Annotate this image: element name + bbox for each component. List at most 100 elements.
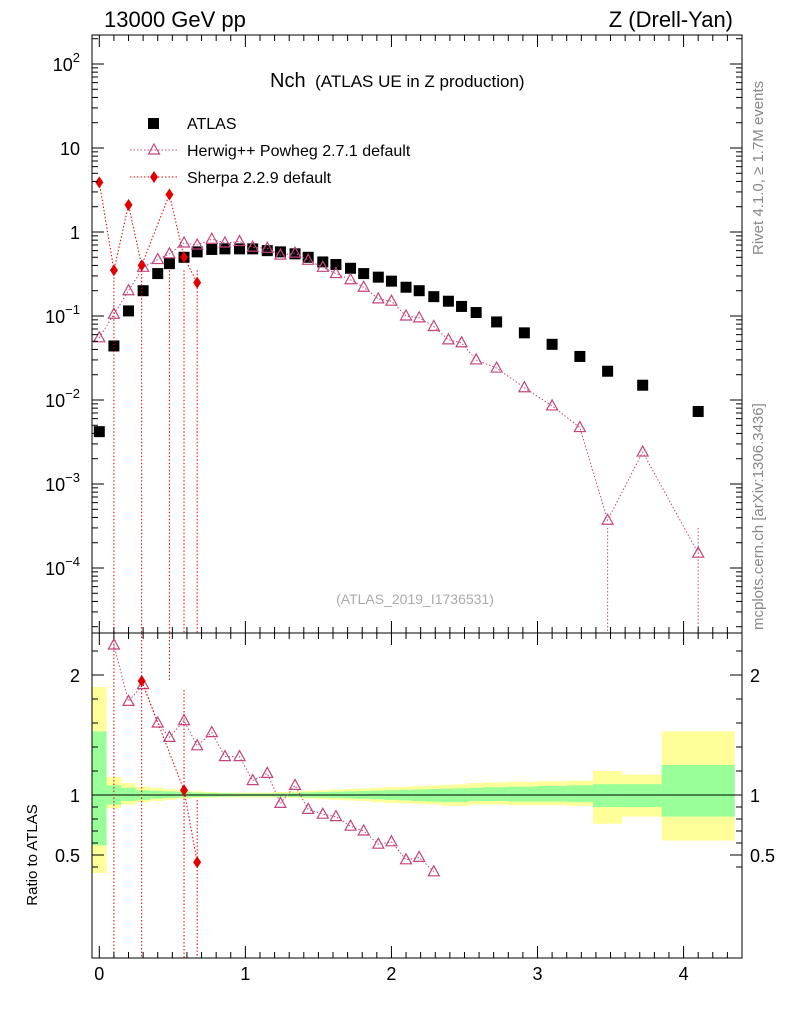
main-atlas-point: [234, 243, 246, 255]
ratio-herwig-point: [427, 864, 441, 877]
main-herwig-point: [441, 332, 455, 345]
main-atlas-point: [219, 243, 231, 255]
main-herwig-point: [357, 279, 371, 292]
ratio-y-tick-label-left: 1: [70, 786, 80, 806]
ratio-y-tick-label-right: 1: [750, 786, 760, 806]
legend-sherpa-label: Sherpa 2.2.9 default: [187, 170, 332, 187]
main-atlas-point: [546, 338, 558, 350]
ratio-herwig-point: [371, 836, 385, 849]
main-herwig-point: [301, 253, 315, 265]
ratio-sherpa-point: [180, 784, 189, 797]
ratio-herwig-point: [177, 713, 191, 726]
main-sherpa-point: [180, 251, 189, 264]
main-atlas-point: [137, 285, 149, 297]
main-herwig-line: [98, 238, 699, 554]
main-sherpa-point: [95, 176, 104, 189]
main-sherpa-point: [124, 198, 133, 211]
main-atlas-point: [372, 271, 384, 283]
main-y-tick-label: 1: [70, 223, 80, 243]
ratio-sherpa-line: [141, 680, 198, 863]
ratio-herwig-point: [151, 715, 165, 728]
main-herwig-point: [636, 444, 650, 457]
main-atlas-point: [413, 285, 425, 297]
main-atlas-point: [206, 243, 218, 255]
ratio-herwig-point: [162, 730, 176, 742]
main-herwig-point: [190, 237, 204, 250]
main-herwig-point: [399, 308, 413, 321]
ratio-green-band: [537, 786, 567, 802]
main-herwig-point: [151, 252, 165, 265]
energy-label: 13000 GeV pp: [104, 7, 246, 32]
main-herwig-point: [344, 272, 358, 285]
ratio-sherpa-point: [193, 856, 202, 869]
main-atlas-point: [289, 248, 301, 260]
ratio-y-axis-label: Ratio to ATLAS: [24, 804, 41, 905]
main-herwig-point: [246, 239, 260, 252]
x-tick-label: 4: [679, 964, 689, 984]
title-sub: (ATLAS UE in Z production): [315, 72, 524, 91]
ratio-herwig-point: [107, 637, 121, 650]
main-atlas-point: [637, 379, 649, 391]
main-atlas-point: [108, 340, 120, 352]
ratio-herwig-point: [122, 694, 136, 706]
legend: ATLAS Herwig++ Powheg 2.7.1 default Sher…: [130, 116, 411, 187]
ratio-green-band: [92, 731, 107, 846]
main-y-tick-label: 10−3: [45, 470, 80, 495]
main-herwig-point: [371, 291, 385, 304]
main-atlas-point: [692, 405, 704, 417]
main-herwig-point: [573, 420, 587, 433]
main-atlas-point: [400, 281, 412, 293]
title-main: Nch: [270, 70, 306, 92]
ratio-herwig-point: [190, 738, 204, 751]
ratio-herwig-line: [113, 644, 435, 873]
ratio-y-tick-label-left: 2: [70, 666, 80, 686]
main-atlas-point: [428, 291, 440, 303]
main-sherpa-point: [193, 276, 202, 289]
main-atlas-point: [163, 258, 175, 270]
ratio-green-band: [508, 786, 538, 802]
main-atlas-point: [330, 259, 342, 271]
main-atlas-point: [518, 327, 530, 339]
ratio-herwig-point: [246, 773, 260, 786]
main-atlas-point: [191, 246, 203, 258]
ratio-green-band: [566, 785, 594, 803]
main-atlas-point: [574, 350, 586, 362]
ratio-herwig-point: [205, 725, 219, 738]
ratio-green-band: [593, 784, 623, 807]
main-herwig-point: [601, 513, 615, 525]
main-herwig-point: [329, 266, 343, 279]
main-herwig-point: [316, 260, 330, 272]
ratio-y-tick-label-right: 0.5: [750, 846, 775, 866]
main-y-tick-label: 10: [60, 139, 80, 159]
rivet-label: Rivet 4.1.0, ≥ 1.7M events: [750, 81, 767, 255]
main-atlas-point: [261, 245, 273, 257]
legend-herwig-marker: [147, 142, 161, 155]
legend-sherpa-marker: [150, 171, 158, 183]
ratio-green-band: [121, 787, 136, 801]
ratio-herwig-point: [301, 802, 315, 814]
ratio-panel: 2 2 1 1 0.5 0.5 0 1 2 3 4 Ratio to ATLAS: [24, 632, 775, 984]
main-herwig-point: [233, 234, 247, 247]
main-atlas-point: [602, 365, 614, 377]
main-atlas-point: [491, 316, 503, 328]
main-herwig-point: [205, 231, 219, 244]
main-herwig-point: [412, 310, 426, 323]
main-atlas-point: [442, 295, 454, 307]
main-atlas-point: [302, 251, 314, 263]
ratio-y-tick-label-right: 2: [750, 666, 760, 686]
main-herwig-point: [218, 235, 232, 248]
main-atlas-point: [358, 268, 370, 280]
ratio-herwig-point: [399, 852, 413, 865]
x-tick-label: 0: [94, 964, 104, 984]
main-atlas-point: [123, 305, 135, 317]
main-atlas-point: [470, 307, 482, 319]
mcplots-label: mcplots.cern.ch [arXiv:1306.3436]: [750, 403, 767, 630]
ratio-herwig-point: [412, 850, 426, 862]
main-atlas-point: [456, 300, 468, 312]
main-herwig-point: [288, 245, 302, 258]
ratio-herwig-point: [218, 749, 232, 762]
ratio-herwig-point: [260, 766, 274, 778]
legend-atlas-label: ATLAS: [187, 116, 237, 133]
main-herwig-point: [517, 380, 531, 393]
x-tick-label: 3: [532, 964, 542, 984]
